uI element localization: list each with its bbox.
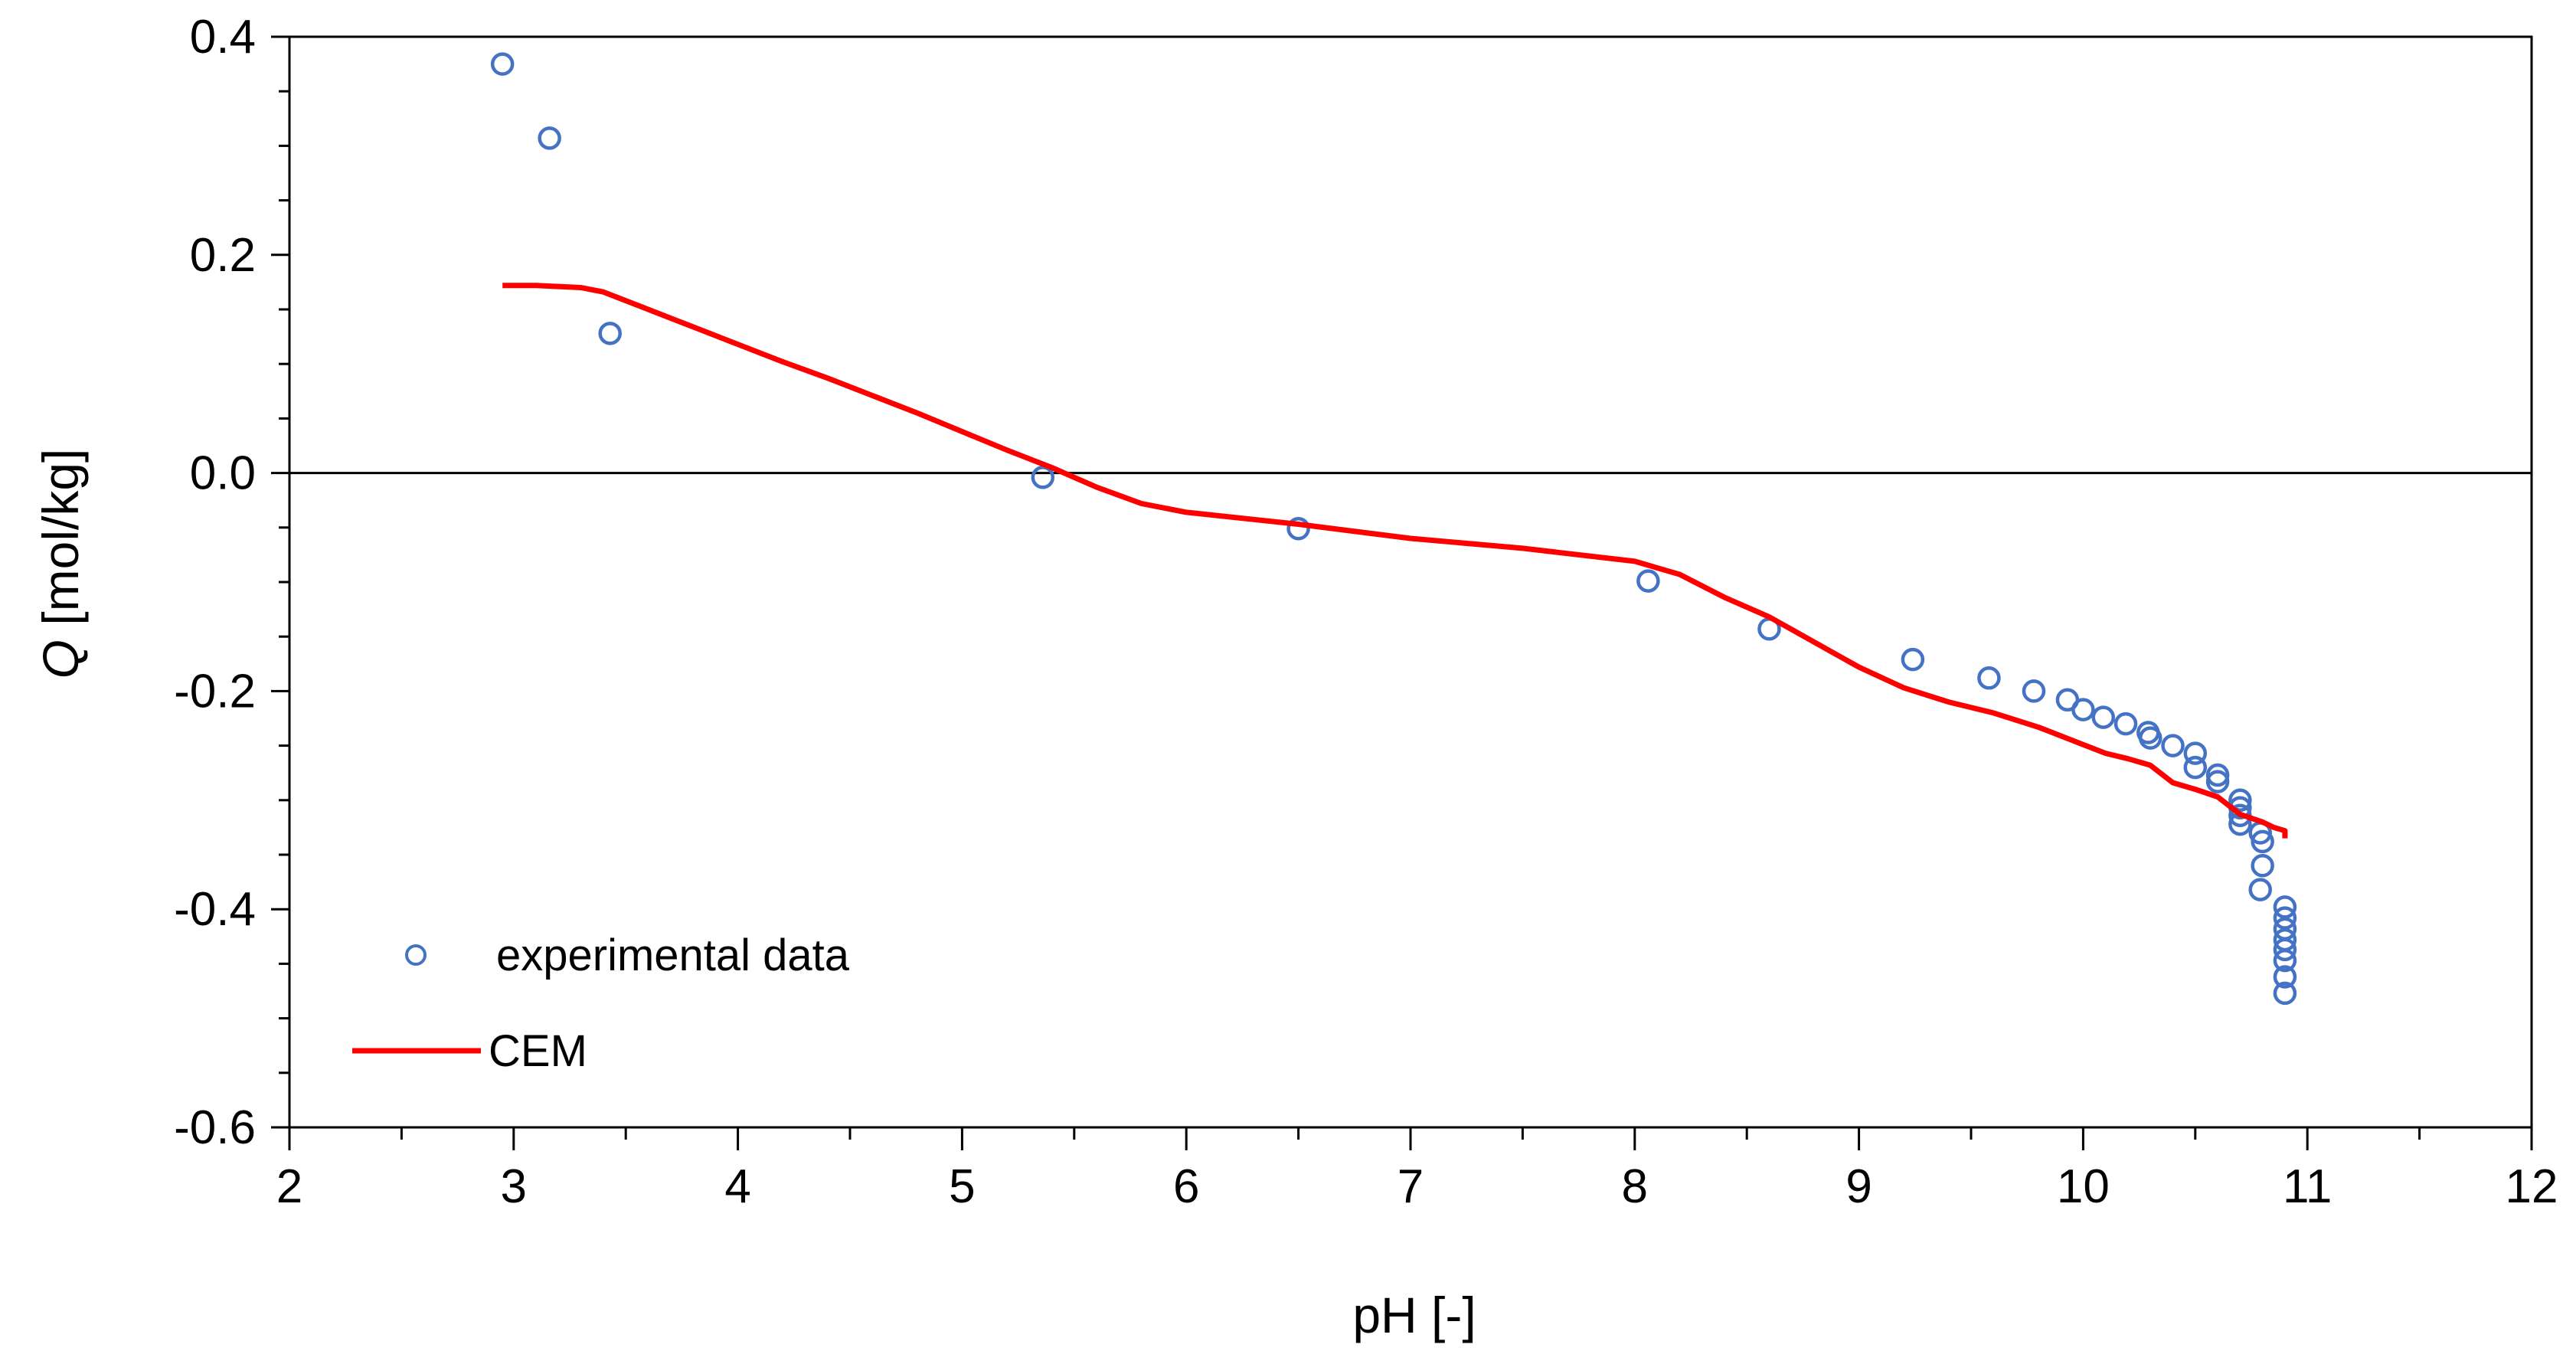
data-point-experimental-data [2273,965,2297,989]
legend-label-experimental-data: experimental data [496,931,850,980]
y-tick-label: 0.4 [190,11,256,64]
x-tick-label: 5 [949,1160,975,1213]
data-point-experimental-data [2183,741,2208,765]
data-point-experimental-data [2183,755,2208,780]
data-point-experimental-data [2251,829,2274,854]
data-point-experimental-data [2161,734,2185,757]
x-axis-title: pH [-] [1352,1287,1476,1343]
data-point-experimental-data [490,52,515,76]
y-tick-label: 0.0 [190,447,256,500]
x-tick-label: 11 [2283,1160,2332,1213]
data-point-experimental-data [2113,711,2138,736]
x-tick-label: 9 [1845,1160,1872,1213]
x-tick-label: 8 [1622,1160,1648,1213]
legend-marker-experimental-data [405,944,427,966]
data-point-experimental-data [2273,981,2297,1006]
y-axis-title-symbol: Q [32,639,89,679]
x-tick-label: 6 [1173,1160,1199,1213]
data-point-experimental-data [2205,763,2230,787]
data-point-experimental-data [2273,948,2297,973]
y-axis-title-unit: [mol/kg] [32,449,89,639]
y-tick-label: 0.2 [190,229,256,282]
data-point-experimental-data [2251,853,2274,878]
data-point-experimental-data [1636,569,1660,593]
data-point-experimental-data [1977,666,2001,690]
data-point-experimental-data [2248,878,2272,901]
axes-layer: 2 3 4 5 6 7 8 9 10 11 12 -0.6 -0.4 -0.2 0.0 0.2 0.4 [174,11,2558,1213]
x-tick-label: 4 [724,1160,750,1213]
data-point-experimental-data [2228,788,2252,813]
x-tick-label: 10 [2057,1160,2110,1213]
x-tick-label: 12 [2506,1160,2558,1213]
data-point-experimental-data [1286,516,1310,541]
legend-label-cem: CEM [489,1026,587,1076]
data-point-experimental-data [538,126,561,150]
data-point-experimental-data [2091,705,2116,729]
data-point-experimental-data [2273,937,2297,962]
data-point-experimental-data [2273,906,2297,930]
data-point-experimental-data [2138,726,2162,750]
x-tick-label: 3 [501,1160,527,1213]
data-point-experimental-data [2205,770,2230,793]
y-tick-label: -0.6 [174,1101,256,1154]
data-point-experimental-data [1031,466,1055,489]
x-tick-label: 7 [1398,1160,1424,1213]
y-tick-label: -0.2 [174,665,256,718]
y-tick-label: -0.4 [174,883,256,936]
data-point-experimental-data [598,322,622,345]
series-line-cem [502,283,2288,839]
y-axis-title: Q [mol/kg] [32,449,89,679]
data-point-experimental-data [2022,679,2046,703]
data-point-experimental-data [2071,698,2095,721]
data-point-experimental-data [2273,895,2297,919]
data-point-experimental-data [1901,647,1925,672]
x-tick-label: 2 [276,1160,302,1213]
series-layer [490,52,2297,1006]
legend: experimental data CEM [352,931,850,1076]
